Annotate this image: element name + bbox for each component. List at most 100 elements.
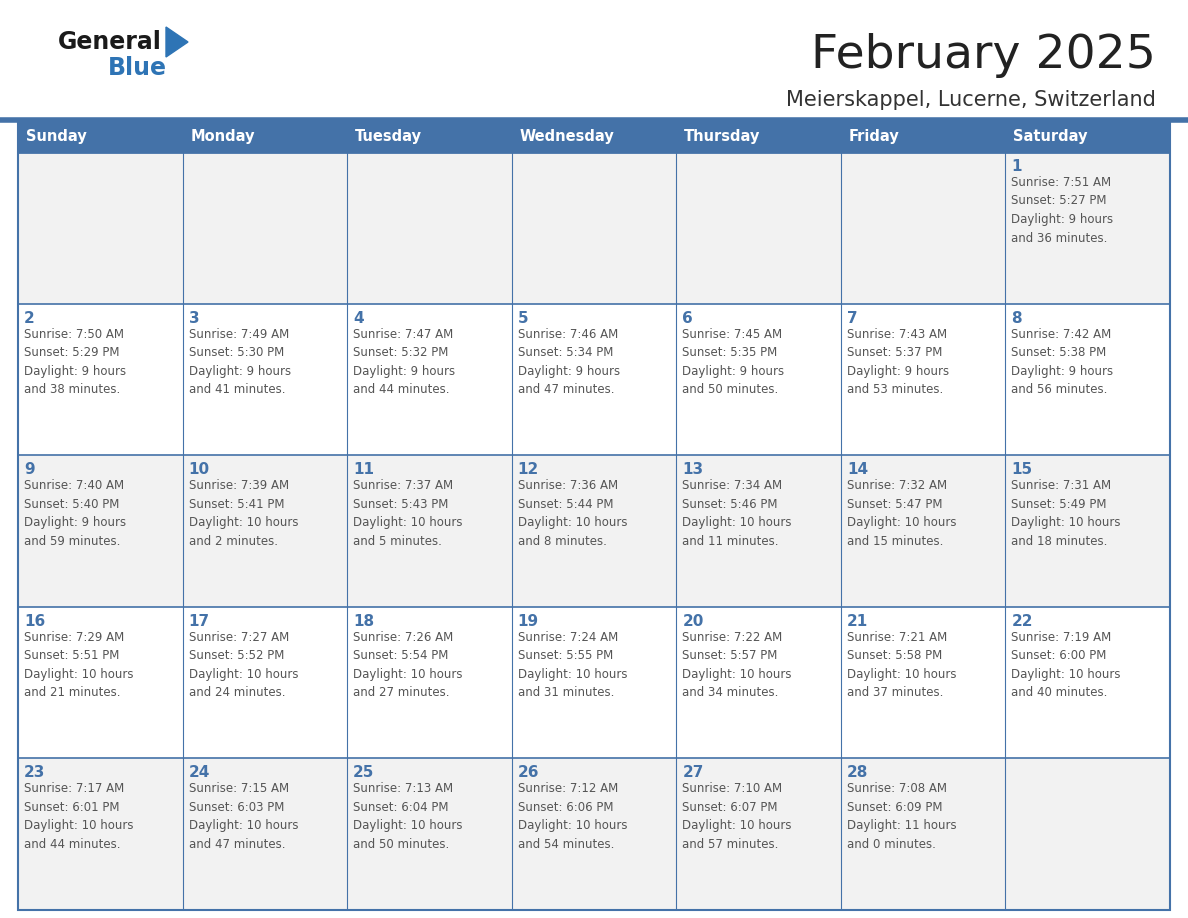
Text: Sunrise: 7:24 AM
Sunset: 5:55 PM
Daylight: 10 hours
and 31 minutes.: Sunrise: 7:24 AM Sunset: 5:55 PM Dayligh… <box>518 631 627 700</box>
Bar <box>183 455 347 607</box>
Text: Meierskappel, Lucerne, Switzerland: Meierskappel, Lucerne, Switzerland <box>786 90 1156 110</box>
Text: Sunrise: 7:12 AM
Sunset: 6:06 PM
Daylight: 10 hours
and 54 minutes.: Sunrise: 7:12 AM Sunset: 6:06 PM Dayligh… <box>518 782 627 851</box>
Text: 21: 21 <box>847 614 868 629</box>
Text: 15: 15 <box>1011 462 1032 477</box>
Bar <box>512 758 676 910</box>
Bar <box>347 152 512 304</box>
Text: 17: 17 <box>189 614 210 629</box>
Bar <box>1005 122 1170 152</box>
Bar <box>183 304 347 455</box>
Text: Sunrise: 7:47 AM
Sunset: 5:32 PM
Daylight: 9 hours
and 44 minutes.: Sunrise: 7:47 AM Sunset: 5:32 PM Dayligh… <box>353 328 455 396</box>
Text: Sunrise: 7:37 AM
Sunset: 5:43 PM
Daylight: 10 hours
and 5 minutes.: Sunrise: 7:37 AM Sunset: 5:43 PM Dayligh… <box>353 479 462 548</box>
Text: Sunrise: 7:29 AM
Sunset: 5:51 PM
Daylight: 10 hours
and 21 minutes.: Sunrise: 7:29 AM Sunset: 5:51 PM Dayligh… <box>24 631 133 700</box>
Text: Sunrise: 7:49 AM
Sunset: 5:30 PM
Daylight: 9 hours
and 41 minutes.: Sunrise: 7:49 AM Sunset: 5:30 PM Dayligh… <box>189 328 291 396</box>
Bar <box>676 122 841 152</box>
Bar <box>183 607 347 758</box>
Text: 7: 7 <box>847 310 858 326</box>
Text: 18: 18 <box>353 614 374 629</box>
Bar <box>512 122 676 152</box>
Text: Sunrise: 7:32 AM
Sunset: 5:47 PM
Daylight: 10 hours
and 15 minutes.: Sunrise: 7:32 AM Sunset: 5:47 PM Dayligh… <box>847 479 956 548</box>
Text: Sunrise: 7:17 AM
Sunset: 6:01 PM
Daylight: 10 hours
and 44 minutes.: Sunrise: 7:17 AM Sunset: 6:01 PM Dayligh… <box>24 782 133 851</box>
Text: Sunday: Sunday <box>26 129 87 144</box>
Text: 9: 9 <box>24 462 34 477</box>
Text: 24: 24 <box>189 766 210 780</box>
Bar <box>347 304 512 455</box>
Bar <box>1005 152 1170 304</box>
Text: General: General <box>58 30 162 54</box>
Bar <box>18 152 183 304</box>
Bar <box>676 152 841 304</box>
Text: Sunrise: 7:31 AM
Sunset: 5:49 PM
Daylight: 10 hours
and 18 minutes.: Sunrise: 7:31 AM Sunset: 5:49 PM Dayligh… <box>1011 479 1121 548</box>
Text: Blue: Blue <box>108 56 168 80</box>
Text: 5: 5 <box>518 310 529 326</box>
Text: Sunrise: 7:26 AM
Sunset: 5:54 PM
Daylight: 10 hours
and 27 minutes.: Sunrise: 7:26 AM Sunset: 5:54 PM Dayligh… <box>353 631 462 700</box>
Text: Sunrise: 7:43 AM
Sunset: 5:37 PM
Daylight: 9 hours
and 53 minutes.: Sunrise: 7:43 AM Sunset: 5:37 PM Dayligh… <box>847 328 949 396</box>
Text: 26: 26 <box>518 766 539 780</box>
Bar <box>676 607 841 758</box>
Bar <box>18 304 183 455</box>
Text: Sunrise: 7:21 AM
Sunset: 5:58 PM
Daylight: 10 hours
and 37 minutes.: Sunrise: 7:21 AM Sunset: 5:58 PM Dayligh… <box>847 631 956 700</box>
Bar <box>347 607 512 758</box>
Text: 8: 8 <box>1011 310 1022 326</box>
Text: 4: 4 <box>353 310 364 326</box>
Bar <box>347 758 512 910</box>
Text: Sunrise: 7:15 AM
Sunset: 6:03 PM
Daylight: 10 hours
and 47 minutes.: Sunrise: 7:15 AM Sunset: 6:03 PM Dayligh… <box>189 782 298 851</box>
Bar <box>841 152 1005 304</box>
Bar <box>1005 758 1170 910</box>
Bar <box>841 758 1005 910</box>
Text: Sunrise: 7:34 AM
Sunset: 5:46 PM
Daylight: 10 hours
and 11 minutes.: Sunrise: 7:34 AM Sunset: 5:46 PM Dayligh… <box>682 479 791 548</box>
Text: Sunrise: 7:08 AM
Sunset: 6:09 PM
Daylight: 11 hours
and 0 minutes.: Sunrise: 7:08 AM Sunset: 6:09 PM Dayligh… <box>847 782 956 851</box>
Bar <box>18 455 183 607</box>
Text: 19: 19 <box>518 614 539 629</box>
Bar <box>841 122 1005 152</box>
Text: 10: 10 <box>189 462 210 477</box>
Bar <box>1005 607 1170 758</box>
Text: 27: 27 <box>682 766 703 780</box>
Bar <box>18 758 183 910</box>
Bar <box>347 122 512 152</box>
Bar <box>512 455 676 607</box>
Text: 16: 16 <box>24 614 45 629</box>
Text: 11: 11 <box>353 462 374 477</box>
Bar <box>18 607 183 758</box>
Bar <box>512 607 676 758</box>
Text: Sunrise: 7:27 AM
Sunset: 5:52 PM
Daylight: 10 hours
and 24 minutes.: Sunrise: 7:27 AM Sunset: 5:52 PM Dayligh… <box>189 631 298 700</box>
Bar <box>841 455 1005 607</box>
Text: 3: 3 <box>189 310 200 326</box>
Text: Sunrise: 7:10 AM
Sunset: 6:07 PM
Daylight: 10 hours
and 57 minutes.: Sunrise: 7:10 AM Sunset: 6:07 PM Dayligh… <box>682 782 791 851</box>
Bar <box>18 122 1170 910</box>
Bar <box>512 152 676 304</box>
Text: 13: 13 <box>682 462 703 477</box>
Text: Sunrise: 7:45 AM
Sunset: 5:35 PM
Daylight: 9 hours
and 50 minutes.: Sunrise: 7:45 AM Sunset: 5:35 PM Dayligh… <box>682 328 784 396</box>
Bar <box>841 607 1005 758</box>
Text: Thursday: Thursday <box>684 129 760 144</box>
Text: Saturday: Saturday <box>1013 129 1088 144</box>
Text: 20: 20 <box>682 614 703 629</box>
Text: Sunrise: 7:46 AM
Sunset: 5:34 PM
Daylight: 9 hours
and 47 minutes.: Sunrise: 7:46 AM Sunset: 5:34 PM Dayligh… <box>518 328 620 396</box>
Bar <box>183 758 347 910</box>
Text: Monday: Monday <box>190 129 255 144</box>
Bar <box>18 122 183 152</box>
Text: Friday: Friday <box>849 129 899 144</box>
Text: 14: 14 <box>847 462 868 477</box>
Text: Sunrise: 7:50 AM
Sunset: 5:29 PM
Daylight: 9 hours
and 38 minutes.: Sunrise: 7:50 AM Sunset: 5:29 PM Dayligh… <box>24 328 126 396</box>
Text: Sunrise: 7:36 AM
Sunset: 5:44 PM
Daylight: 10 hours
and 8 minutes.: Sunrise: 7:36 AM Sunset: 5:44 PM Dayligh… <box>518 479 627 548</box>
Text: 6: 6 <box>682 310 693 326</box>
Text: 25: 25 <box>353 766 374 780</box>
Bar <box>676 304 841 455</box>
Bar <box>183 152 347 304</box>
Text: 12: 12 <box>518 462 539 477</box>
Text: Sunrise: 7:22 AM
Sunset: 5:57 PM
Daylight: 10 hours
and 34 minutes.: Sunrise: 7:22 AM Sunset: 5:57 PM Dayligh… <box>682 631 791 700</box>
Text: Sunrise: 7:19 AM
Sunset: 6:00 PM
Daylight: 10 hours
and 40 minutes.: Sunrise: 7:19 AM Sunset: 6:00 PM Dayligh… <box>1011 631 1121 700</box>
Bar <box>676 758 841 910</box>
Text: Wednesday: Wednesday <box>519 129 614 144</box>
Text: Tuesday: Tuesday <box>355 129 422 144</box>
Text: Sunrise: 7:39 AM
Sunset: 5:41 PM
Daylight: 10 hours
and 2 minutes.: Sunrise: 7:39 AM Sunset: 5:41 PM Dayligh… <box>189 479 298 548</box>
Text: Sunrise: 7:40 AM
Sunset: 5:40 PM
Daylight: 9 hours
and 59 minutes.: Sunrise: 7:40 AM Sunset: 5:40 PM Dayligh… <box>24 479 126 548</box>
Bar <box>676 455 841 607</box>
Bar <box>1005 304 1170 455</box>
Bar <box>1005 455 1170 607</box>
Bar <box>841 304 1005 455</box>
Text: February 2025: February 2025 <box>811 32 1156 77</box>
Text: Sunrise: 7:51 AM
Sunset: 5:27 PM
Daylight: 9 hours
and 36 minutes.: Sunrise: 7:51 AM Sunset: 5:27 PM Dayligh… <box>1011 176 1113 244</box>
